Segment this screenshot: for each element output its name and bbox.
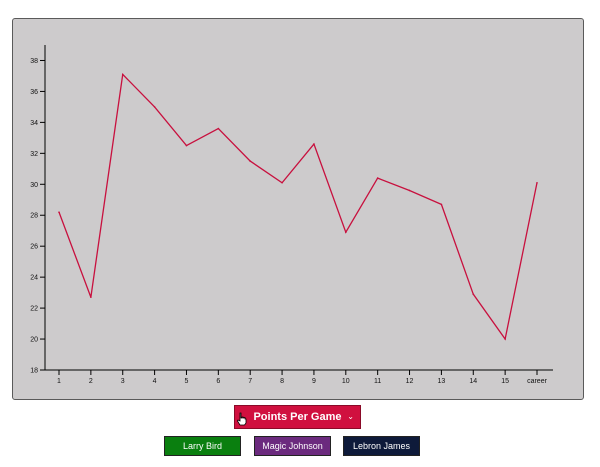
- hand-pointer-icon: [237, 412, 247, 426]
- x-tick-label: 13: [438, 378, 446, 385]
- y-tick-label: 30: [30, 182, 38, 189]
- x-tick-label: 14: [469, 378, 477, 385]
- lebron-james-button[interactable]: Lebron James: [343, 436, 420, 456]
- data-point: [408, 189, 411, 192]
- data-point: [185, 144, 188, 147]
- x-tick-label: 9: [312, 378, 316, 385]
- chart-panel: 18 20 22 24 26 28 30 32 34 36 38 1 2 3 4 5 6 7 8 9 10 11 12 13 1…: [12, 18, 584, 400]
- data-point: [472, 293, 475, 295]
- data-point: [281, 181, 283, 184]
- x-tick-label: 4: [153, 378, 157, 385]
- x-tick-label: 11: [374, 378, 381, 385]
- data-point: [504, 338, 506, 340]
- series-line: [58, 73, 538, 341]
- x-tick-label: 6: [216, 378, 220, 385]
- y-tick-label: 18: [30, 368, 38, 375]
- magic-johnson-label: Magic Johnson: [262, 441, 323, 451]
- y-tick-label: 24: [30, 275, 38, 282]
- y-tick-label: 28: [30, 213, 38, 220]
- chevron-down-icon: ⌄: [347, 412, 354, 421]
- y-tick-label: 32: [30, 151, 38, 158]
- y-tick-label: 20: [30, 337, 38, 344]
- data-point: [58, 211, 60, 213]
- data-point: [376, 177, 379, 179]
- data-point: [440, 203, 443, 206]
- data-point: [217, 127, 220, 130]
- larry-bird-button[interactable]: Larry Bird: [164, 436, 241, 456]
- data-point: [249, 160, 251, 162]
- magic-johnson-button[interactable]: Magic Johnson: [254, 436, 331, 456]
- y-tick-label: 34: [30, 120, 38, 127]
- stat-select[interactable]: Points Per Game ⌄: [234, 405, 361, 429]
- y-tick-label: 36: [30, 89, 38, 96]
- y-tick-label: 22: [30, 306, 38, 313]
- stat-select-label: Points Per Game: [253, 411, 342, 423]
- x-tick-label: 3: [121, 378, 125, 385]
- y-tick-label: 26: [30, 244, 38, 251]
- x-tick-label: 1: [57, 378, 61, 385]
- lebron-james-label: Lebron James: [352, 441, 411, 451]
- x-tick-label: career: [527, 378, 548, 385]
- data-point: [121, 73, 124, 76]
- larry-bird-label: Larry Bird: [182, 441, 222, 451]
- y-tick-label: 38: [30, 58, 38, 65]
- x-tick-label: 8: [280, 378, 284, 385]
- x-tick-label: 7: [248, 378, 252, 385]
- x-tick-label: 12: [406, 378, 414, 385]
- x-tick-label: 2: [89, 378, 93, 385]
- data-point: [313, 143, 315, 145]
- x-tick-label: 5: [185, 378, 189, 385]
- x-tick-label: 15: [501, 378, 509, 385]
- data-point: [536, 181, 538, 184]
- x-tick-label: 10: [342, 378, 350, 385]
- data-point: [153, 106, 156, 108]
- data-point: [90, 296, 92, 299]
- data-point: [345, 231, 347, 234]
